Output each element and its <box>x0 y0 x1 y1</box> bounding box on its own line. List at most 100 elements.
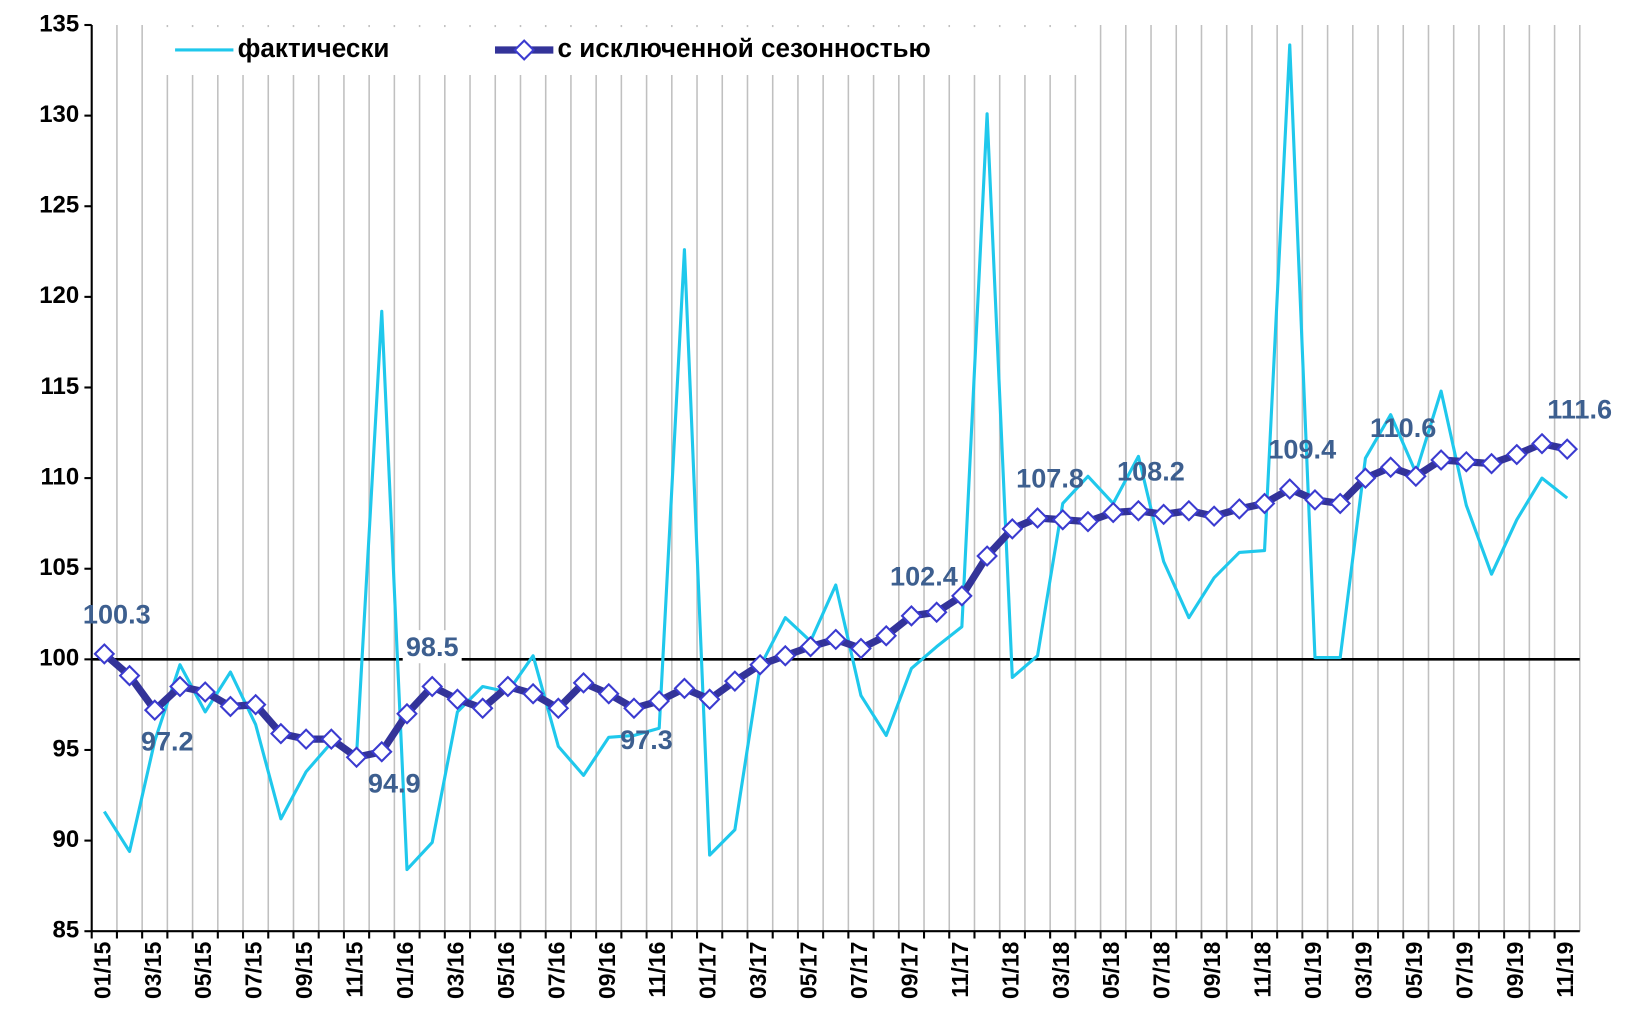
x-tick-label: 07/15 <box>241 941 267 999</box>
x-tick-label: 09/19 <box>1502 942 1528 999</box>
marker <box>522 682 544 705</box>
x-tick-label: 11/15 <box>342 941 368 997</box>
marker <box>194 681 217 703</box>
x-tick-label: 03/18 <box>1048 941 1074 999</box>
marker <box>219 695 242 718</box>
marker <box>1556 438 1579 460</box>
marker <box>1001 518 1024 540</box>
marker <box>572 672 595 694</box>
x-tick-label: 01/16 <box>392 942 418 999</box>
legend-label: фактически <box>238 33 390 63</box>
data-label: 111.6 <box>1547 394 1612 425</box>
marker <box>143 699 166 721</box>
marker <box>875 624 898 647</box>
x-tick-label: 05/19 <box>1401 942 1427 999</box>
y-tick-label: 125 <box>39 192 79 219</box>
marker <box>951 585 973 607</box>
marker <box>1480 452 1503 475</box>
marker <box>244 693 267 716</box>
y-tick-label: 95 <box>53 735 80 762</box>
y-tick-label: 120 <box>39 282 79 309</box>
data-label: 107.8 <box>1016 463 1084 494</box>
marker <box>1405 465 1427 488</box>
marker <box>345 746 368 769</box>
x-tick-label: 11/16 <box>644 942 670 998</box>
data-label: 102.4 <box>890 561 958 592</box>
marker <box>370 740 393 763</box>
marker <box>118 664 141 687</box>
data-label: 100.3 <box>83 599 151 630</box>
y-tick-label: 115 <box>41 373 80 400</box>
marker <box>976 545 998 567</box>
marker <box>1455 450 1478 473</box>
marker <box>698 688 721 711</box>
marker <box>1228 498 1251 520</box>
marker <box>1203 505 1225 528</box>
marker <box>1102 501 1125 524</box>
y-tick-label: 105 <box>39 554 79 581</box>
x-tick-label: 01/17 <box>695 942 721 999</box>
y-tick-label: 100 <box>39 645 79 672</box>
marker <box>1127 499 1150 522</box>
x-tick-label: 11/18 <box>1250 941 1276 997</box>
marker <box>320 728 343 750</box>
marker <box>1531 432 1553 455</box>
x-tick-label: 01/15 <box>89 941 115 999</box>
marker <box>421 675 444 698</box>
y-tick-label: 130 <box>39 101 79 128</box>
x-tick-label: 03/17 <box>745 942 771 999</box>
marker <box>547 697 570 720</box>
marker <box>673 677 696 700</box>
marker <box>1077 510 1099 533</box>
marker <box>1430 449 1452 471</box>
marker <box>396 702 418 725</box>
marker <box>1051 508 1074 531</box>
marker <box>1505 443 1528 466</box>
x-tick-label: 07/18 <box>1149 941 1175 999</box>
marker <box>270 722 292 745</box>
data-label: 98.5 <box>406 631 459 662</box>
marker <box>1152 503 1175 526</box>
x-tick-label: 05/16 <box>493 942 519 999</box>
label-bg <box>402 630 462 664</box>
x-tick-label: 07/19 <box>1451 942 1477 999</box>
x-tick-label: 11/17 <box>947 942 973 998</box>
marker <box>1178 499 1200 522</box>
marker <box>471 697 494 720</box>
x-tick-label: 05/17 <box>796 942 822 999</box>
x-tick-label: 01/18 <box>997 941 1023 999</box>
marker <box>925 601 948 624</box>
data-label: 110.6 <box>1370 412 1436 443</box>
marker <box>1026 507 1049 529</box>
x-tick-label: 05/15 <box>190 941 216 999</box>
x-tick-label: 11/19 <box>1552 942 1578 998</box>
x-tick-label: 09/15 <box>291 941 317 999</box>
marker <box>749 653 771 676</box>
series-line <box>102 43 1569 872</box>
marker <box>824 628 847 651</box>
data-label: 109.4 <box>1268 434 1336 465</box>
x-tick-label: 05/18 <box>1098 941 1124 999</box>
marker <box>774 644 797 667</box>
marker <box>1329 492 1352 515</box>
marker <box>724 670 746 692</box>
marker <box>900 605 923 627</box>
marker <box>446 688 469 711</box>
y-tick-label: 110 <box>41 463 80 490</box>
marker <box>648 690 671 712</box>
x-tick-label: 09/18 <box>1199 941 1225 999</box>
marker <box>1354 467 1377 489</box>
legend-marker <box>513 39 536 61</box>
legend-label: с исключенной сезонностью <box>558 33 931 63</box>
x-tick-label: 01/19 <box>1300 942 1326 999</box>
marker <box>497 675 519 698</box>
marker <box>1304 489 1326 511</box>
marker <box>623 697 645 720</box>
marker <box>1379 456 1402 479</box>
x-tick-label: 03/16 <box>442 942 468 999</box>
data-label: 108.2 <box>1117 455 1185 486</box>
marker <box>295 728 317 750</box>
data-label: 97.3 <box>620 724 673 755</box>
legend-box <box>156 27 1095 75</box>
